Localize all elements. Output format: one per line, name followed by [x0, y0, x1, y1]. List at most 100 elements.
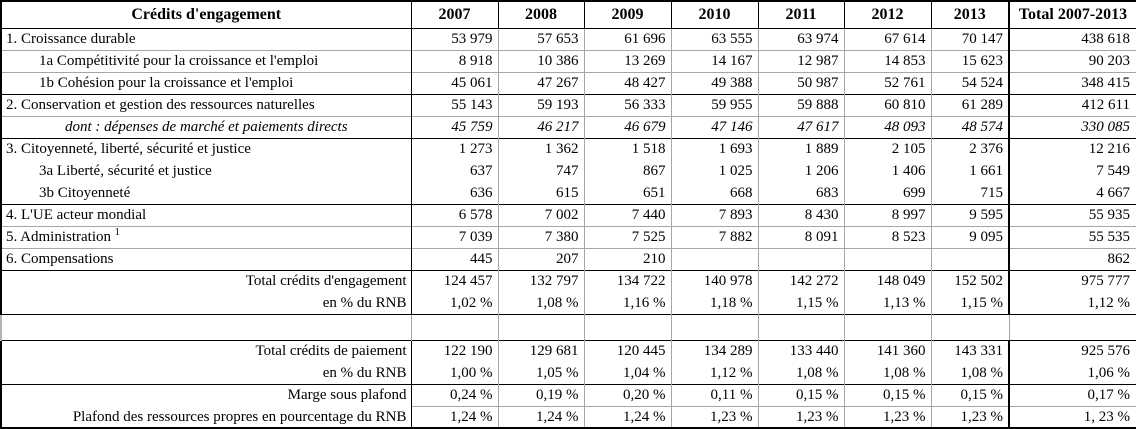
value-cell: 50 987: [758, 71, 845, 94]
value-cell: 1 206: [758, 160, 845, 182]
value-cell: 61 289: [931, 93, 1010, 116]
value-cell: 7 882: [671, 225, 759, 248]
value-cell: 55 143: [411, 93, 499, 116]
row-label: 6. Compensations: [0, 247, 412, 270]
value-cell: 52 761: [844, 71, 932, 94]
total-cell: 925 576: [1008, 339, 1136, 362]
value-cell: 148 049: [844, 269, 932, 292]
total-cell: 862: [1008, 247, 1136, 270]
row-label: dont : dépenses de marché et paiements d…: [0, 115, 412, 138]
value-cell: 683: [758, 182, 845, 204]
row-label: 3b Citoyenneté: [0, 182, 412, 204]
total-cell: 90 203: [1008, 49, 1136, 72]
row-cohesion: 1b Cohésion pour la croissance et l'empl…: [0, 71, 1136, 94]
row-label: Marge sous plafond: [0, 383, 412, 406]
value-cell: 61 696: [584, 27, 672, 50]
value-cell: [844, 247, 932, 270]
value-cell: 1 406: [844, 160, 932, 182]
value-cell: 2 105: [844, 137, 932, 160]
value-cell: 59 955: [671, 93, 759, 116]
value-cell: 46 679: [584, 115, 672, 138]
value-cell: 132 797: [498, 269, 585, 292]
header-total-2007-2013: Total 2007-2013: [1008, 0, 1136, 29]
value-cell: 0,15 %: [758, 383, 845, 406]
value-cell: 122 190: [411, 339, 499, 362]
value-cell: 1,04 %: [584, 362, 672, 384]
value-cell: 59 888: [758, 93, 845, 116]
value-cell: 48 574: [931, 115, 1010, 138]
value-cell: 867: [584, 160, 672, 182]
row-label: 1. Croissance durable: [0, 27, 412, 50]
value-cell: 49 388: [671, 71, 759, 94]
value-cell: 56 333: [584, 93, 672, 116]
total-cell: 4 667: [1008, 182, 1136, 204]
value-cell: 0,19 %: [498, 383, 585, 406]
value-cell: 1 362: [498, 137, 585, 160]
value-cell: 59 193: [498, 93, 585, 116]
total-cell: 55 535: [1008, 225, 1136, 248]
value-cell: 70 147: [931, 27, 1010, 50]
value-cell: 1,18 %: [671, 292, 759, 314]
value-cell: 1,23 %: [758, 405, 845, 429]
row-label: Total crédits de paiement: [0, 339, 412, 362]
value-cell: [758, 247, 845, 270]
value-cell: 0,11 %: [671, 383, 759, 406]
row-conservation-ressources: 2. Conservation et gestion des ressource…: [0, 93, 1136, 116]
value-cell: 1,16 %: [584, 292, 672, 314]
value-cell: 133 440: [758, 339, 845, 362]
total-cell: 1,06 %: [1008, 362, 1136, 384]
value-cell: 747: [498, 160, 585, 182]
value-cell: 143 331: [931, 339, 1010, 362]
value-cell: 1 025: [671, 160, 759, 182]
value-cell: 134 289: [671, 339, 759, 362]
value-cell: 2 376: [931, 137, 1010, 160]
value-cell: 1,05 %: [498, 362, 585, 384]
value-cell: 668: [671, 182, 759, 204]
value-cell: 120 445: [584, 339, 672, 362]
header-year-2011: 2011: [758, 0, 845, 29]
value-cell: 637: [411, 160, 499, 182]
total-cell: 1,12 %: [1008, 292, 1136, 314]
value-cell: 7 002: [498, 203, 585, 226]
value-cell: 45 759: [411, 115, 499, 138]
total-cell: 7 549: [1008, 160, 1136, 182]
row-label: 1a Compétitivité pour la croissance et l…: [0, 49, 412, 72]
value-cell: 134 722: [584, 269, 672, 292]
value-cell: 1 693: [671, 137, 759, 160]
value-cell: 8 091: [758, 225, 845, 248]
header-year-2012: 2012: [844, 0, 932, 29]
value-cell: 67 614: [844, 27, 932, 50]
value-cell: [498, 313, 585, 340]
value-cell: 48 427: [584, 71, 672, 94]
value-cell: 47 146: [671, 115, 759, 138]
row-label: 3a Liberté, sécurité et justice: [0, 160, 412, 182]
header-year-2007: 2007: [411, 0, 499, 29]
header-year-2013: 2013: [931, 0, 1010, 29]
value-cell: 207: [498, 247, 585, 270]
row-label: 5. Administration 1: [0, 225, 412, 248]
value-cell: [671, 247, 759, 270]
header-credits-engagement: Crédits d'engagement: [0, 0, 412, 29]
value-cell: 699: [844, 182, 932, 204]
value-cell: 57 653: [498, 27, 585, 50]
row-label: en % du RNB: [0, 362, 412, 384]
row-spacer: [0, 313, 1136, 340]
total-cell: 438 618: [1008, 27, 1136, 50]
value-cell: 7 039: [411, 225, 499, 248]
row-label: 4. L'UE acteur mondial: [0, 203, 412, 226]
row-dont-depenses-marche: dont : dépenses de marché et paiements d…: [0, 115, 1136, 138]
total-cell: 330 085: [1008, 115, 1136, 138]
value-cell: 54 524: [931, 71, 1010, 94]
value-cell: 1,08 %: [498, 292, 585, 314]
row-competitivite: 1a Compétitivité pour la croissance et l…: [0, 49, 1136, 72]
row-ue-acteur-mondial: 4. L'UE acteur mondial 6 578 7 002 7 440 7 8…: [0, 203, 1136, 226]
value-cell: 1,08 %: [758, 362, 845, 384]
value-cell: [931, 247, 1010, 270]
value-cell: 8 997: [844, 203, 932, 226]
value-cell: 8 430: [758, 203, 845, 226]
value-cell: [411, 313, 499, 340]
value-cell: 1 661: [931, 160, 1010, 182]
value-cell: 15 623: [931, 49, 1010, 72]
